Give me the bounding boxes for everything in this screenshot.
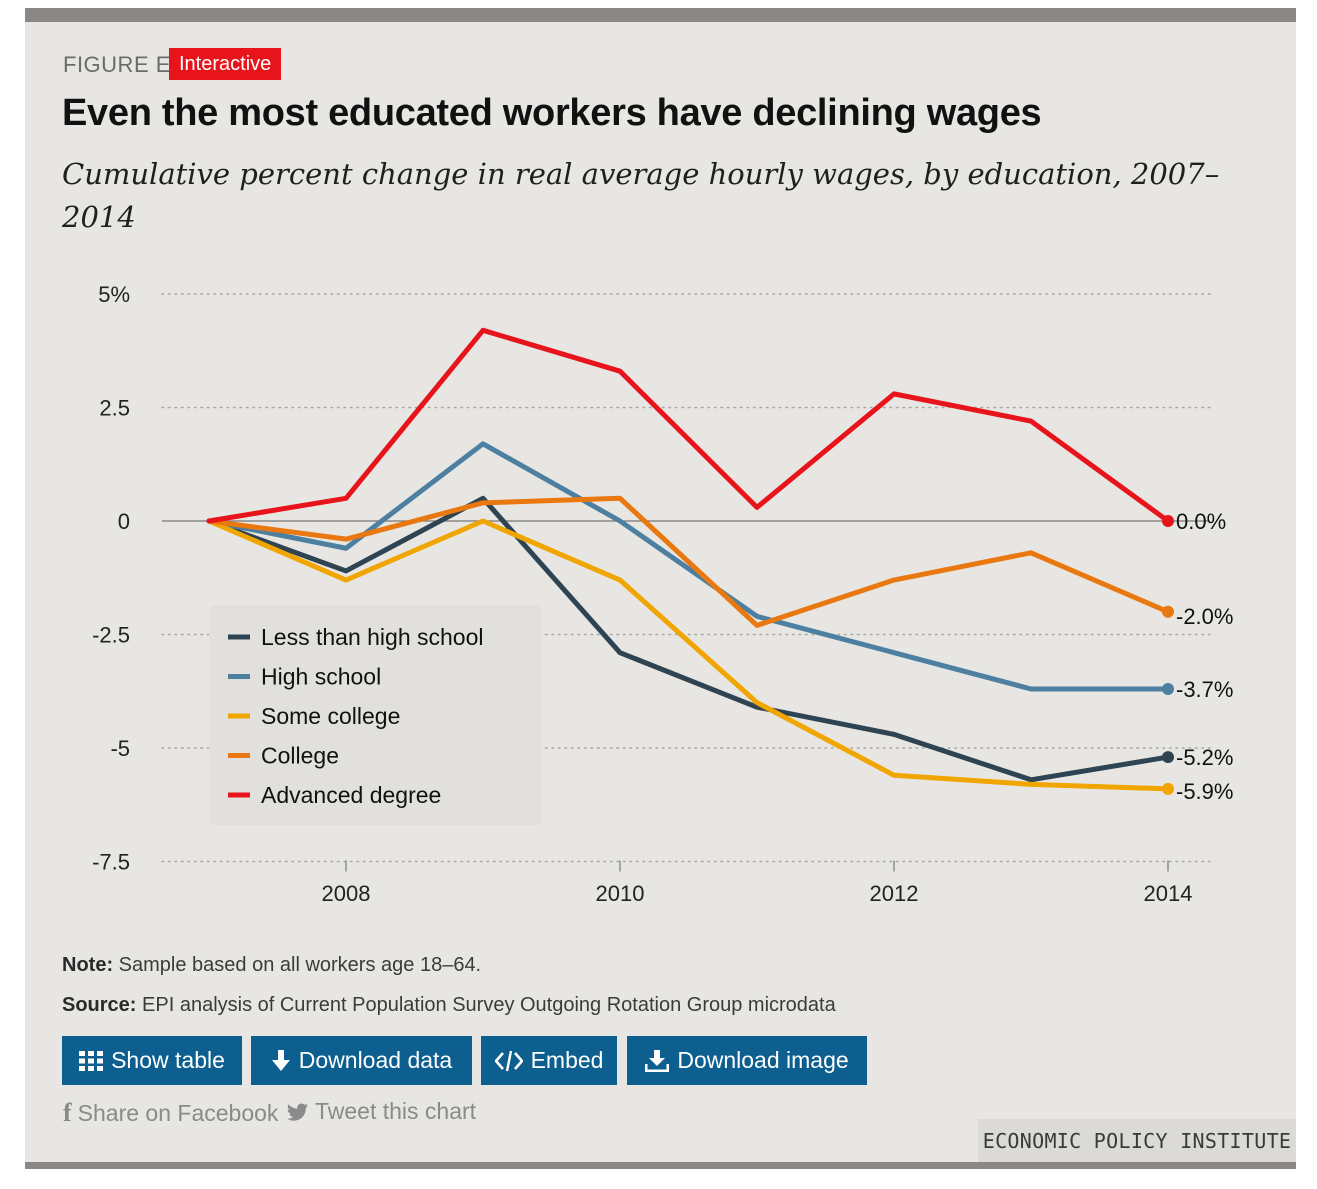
show-table-button[interactable]: Show table (62, 1036, 242, 1085)
end-point (1162, 605, 1174, 618)
legend-box (209, 605, 541, 825)
end-point (1162, 782, 1174, 795)
series-line (206, 495, 1171, 628)
chart-note: Note: Sample based on all workers age 18… (62, 954, 481, 977)
interactive-badge: Interactive (169, 48, 282, 80)
embed-label: Embed (530, 1047, 604, 1073)
y-tick-label: -7.5 (92, 850, 130, 875)
share-facebook-label: Share on Facebook (77, 1099, 279, 1126)
download-data-button[interactable]: Download data (251, 1036, 472, 1085)
source-label: Source: (62, 994, 137, 1016)
end-label: -2.0% (1176, 604, 1233, 629)
y-tick-label: 5% (98, 282, 130, 307)
tweet-link[interactable]: Tweet this chart (287, 1098, 476, 1125)
x-tick-label: 2008 (322, 881, 371, 906)
end-point (1162, 515, 1174, 527)
y-tick-label: -2.5 (92, 623, 130, 648)
download-arrow-icon (271, 1049, 290, 1071)
note-label: Note: (62, 954, 114, 976)
x-tick-label: 2012 (870, 881, 919, 906)
end-label: 0.0% (1176, 509, 1226, 534)
tweet-label: Tweet this chart (315, 1098, 477, 1124)
bottom-rule (25, 1162, 1296, 1169)
download-data-label: Download data (298, 1047, 453, 1073)
code-icon (494, 1050, 523, 1071)
twitter-icon (287, 1103, 308, 1121)
y-tick-label: 2.5 (99, 396, 130, 421)
y-tick-label: 0 (118, 509, 130, 534)
end-point (1162, 682, 1174, 695)
y-tick-label: -5 (110, 736, 130, 761)
figure-card: FIGURE E Interactive Even the most educa… (25, 8, 1296, 1169)
x-tick-label: 2014 (1144, 881, 1193, 906)
legend-label: High school (261, 664, 381, 690)
note-text: Sample based on all workers age 18–64. (113, 954, 482, 976)
download-image-label: Download image (677, 1047, 849, 1073)
chart-title: Even the most educated workers have decl… (62, 92, 1042, 134)
download-image-button[interactable]: Download image (627, 1036, 867, 1085)
legend-label: Some college (261, 703, 400, 729)
source-text: EPI analysis of Current Population Surve… (136, 994, 836, 1016)
series-line (206, 495, 1171, 783)
end-label: -5.9% (1176, 779, 1233, 804)
facebook-icon: f (63, 1098, 72, 1127)
x-tick-label: 2010 (596, 881, 645, 906)
embed-button[interactable]: Embed (481, 1036, 617, 1085)
legend-label: Advanced degree (261, 782, 441, 808)
grid-icon (79, 1050, 104, 1071)
figure-label: FIGURE E (63, 52, 171, 77)
end-label: -5.2% (1176, 745, 1233, 770)
share-facebook-link[interactable]: f Share on Facebook (63, 1098, 278, 1128)
legend-label: College (261, 743, 339, 769)
chart-subtitle: Cumulative percent change in real averag… (62, 157, 1220, 234)
series-line (206, 518, 1171, 792)
download-tray-icon (645, 1049, 670, 1072)
end-point (1162, 751, 1174, 764)
series-line (206, 327, 1171, 524)
end-label: -3.7% (1176, 677, 1233, 702)
legend-label: Less than high school (261, 624, 484, 650)
chart-source: Source: EPI analysis of Current Populati… (62, 994, 836, 1017)
brand-logo: ECONOMIC POLICY INSTITUTE (978, 1119, 1296, 1162)
top-rule (25, 8, 1296, 22)
show-table-label: Show table (111, 1047, 225, 1073)
